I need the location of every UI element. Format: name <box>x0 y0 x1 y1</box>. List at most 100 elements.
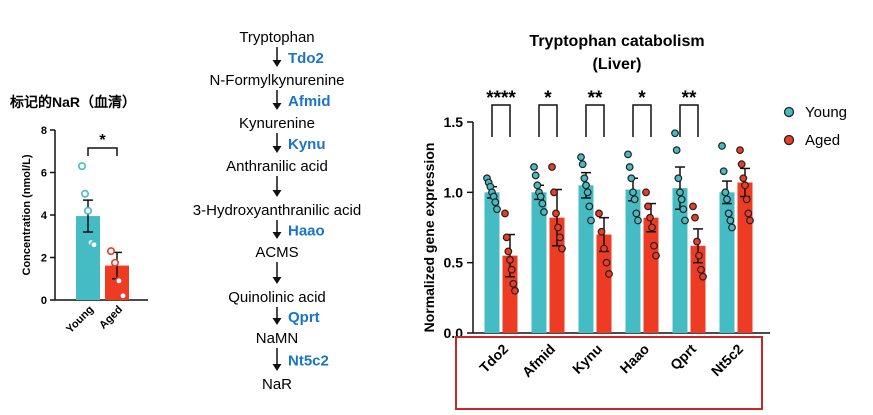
right-data-point <box>674 174 683 183</box>
right-data-point <box>721 188 730 197</box>
left-y-tick-label: 2 <box>41 253 47 265</box>
left-y-tick-label: 0 <box>41 295 47 307</box>
right-significance-bracket <box>585 104 605 137</box>
right-bar-young <box>531 192 547 333</box>
right-data-point <box>536 192 545 201</box>
pathway-arrow-head <box>272 146 282 153</box>
right-data-point <box>585 202 594 211</box>
right-data-point <box>493 205 501 214</box>
right-y-tick-label: 1.0 <box>444 184 464 200</box>
right-data-point <box>502 233 511 242</box>
right-data-point <box>582 181 590 190</box>
right-data-point <box>642 188 650 197</box>
right-data-point <box>550 188 558 197</box>
right-data-point <box>672 146 681 155</box>
left-x-tick-label: Young <box>64 304 96 336</box>
right-data-point <box>746 216 754 225</box>
right-data-point <box>540 208 548 216</box>
right-data-point <box>728 223 736 232</box>
right-y-tick-label: 0.0 <box>444 325 464 341</box>
pathway-arrow-head <box>272 232 282 239</box>
legend-marker-aged <box>783 134 795 146</box>
left-data-point <box>119 291 128 300</box>
right-data-point <box>629 188 637 197</box>
pathway-metabolite: Tryptophan <box>239 29 314 46</box>
right-data-point <box>548 163 556 171</box>
left-data-point <box>115 276 124 285</box>
pathway-metabolite: NaMN <box>256 330 299 347</box>
right-significance-bracket <box>491 104 511 137</box>
right-bar-young <box>484 192 500 333</box>
left-serum-nar-chart: 标记的NaR（血清） 0 2 4 6 8 Concentration (nmol/L) Yo… <box>9 94 148 336</box>
right-data-point <box>602 258 611 267</box>
pathway-arrow-head <box>272 190 282 197</box>
right-x-tick-label: Kynu <box>569 341 605 377</box>
right-plot-area: 0.0 0.5 1.0 1.5 Normalized gene expression Td… <box>421 88 770 410</box>
right-data-point <box>605 270 613 278</box>
right-x-tick-label: Qprt <box>667 341 699 373</box>
right-significance-stars: **** <box>486 88 516 109</box>
right-data-point <box>578 160 587 169</box>
right-x-tick-label: Nt5c2 <box>708 341 746 379</box>
pathway-enzyme-label: Haao <box>288 223 325 240</box>
right-data-point <box>671 129 679 138</box>
right-data-point <box>695 251 703 260</box>
right-x-tick-label: Afmid <box>519 341 558 380</box>
right-data-point <box>719 167 728 176</box>
pathway-metabolite: Anthranilic acid <box>226 158 328 175</box>
right-data-point <box>723 195 731 204</box>
right-data-point <box>630 195 639 204</box>
right-data-point <box>691 213 699 222</box>
gene-label-highlight-box <box>455 336 763 410</box>
right-bar-young <box>672 188 688 333</box>
right-data-point <box>676 188 684 197</box>
right-data-point <box>552 209 560 218</box>
pathway-metabolite: Kynurenine <box>239 115 315 132</box>
right-data-point <box>718 142 726 150</box>
right-data-point <box>697 265 705 274</box>
pathway-enzyme-label: Kynu <box>288 136 326 153</box>
left-data-point <box>84 206 93 215</box>
right-chart-title: Tryptophan catabolism <box>529 33 704 50</box>
left-significance-bracket <box>87 147 118 156</box>
right-data-point <box>744 209 753 218</box>
right-data-point <box>491 198 500 207</box>
right-data-point <box>501 209 509 218</box>
right-data-point <box>624 150 632 159</box>
right-data-point <box>627 174 636 183</box>
legend: Young Aged <box>783 104 847 149</box>
left-y-tick-label: 8 <box>41 125 47 137</box>
left-plot-area: 0 2 4 6 8 Concentration (nmol/L) Young Aged * <box>21 125 148 336</box>
right-data-point <box>634 216 642 225</box>
left-data-point <box>78 162 87 171</box>
right-data-point <box>587 216 595 225</box>
left-y-axis-label: Concentration (nmol/L) <box>21 154 33 275</box>
right-x-tick-label: Haao <box>617 341 653 377</box>
right-data-point <box>580 174 589 183</box>
right-data-point <box>531 171 540 180</box>
right-significance-stars: ** <box>588 88 603 109</box>
right-data-point <box>504 247 513 256</box>
pathway-enzyme-label: Qprt <box>288 309 320 326</box>
right-data-point <box>506 255 514 264</box>
right-bar-young <box>625 189 641 333</box>
pathway-metabolite: 3-Hydroxyanthranilic acid <box>193 202 361 219</box>
left-data-point <box>111 258 120 267</box>
right-liver-gene-chart: Tryptophan catabolism (Liver) 0.0 0.5 1.0 1… <box>421 33 847 410</box>
right-x-tick-label: Tdo2 <box>476 341 511 376</box>
right-data-point <box>509 279 518 288</box>
left-significance-star: * <box>99 132 106 149</box>
right-data-point <box>511 286 519 295</box>
right-data-point <box>533 181 542 190</box>
left-data-point <box>90 240 99 249</box>
right-data-point <box>689 202 697 211</box>
right-data-point <box>556 233 564 242</box>
right-data-point <box>724 209 733 218</box>
right-data-point <box>595 209 603 218</box>
right-significance-bracket <box>679 104 699 137</box>
right-data-point <box>699 272 707 281</box>
right-significance-stars: * <box>544 88 552 109</box>
right-data-point <box>597 227 606 236</box>
right-significance-stars: * <box>638 88 646 109</box>
pathway-arrow-head <box>272 277 282 284</box>
